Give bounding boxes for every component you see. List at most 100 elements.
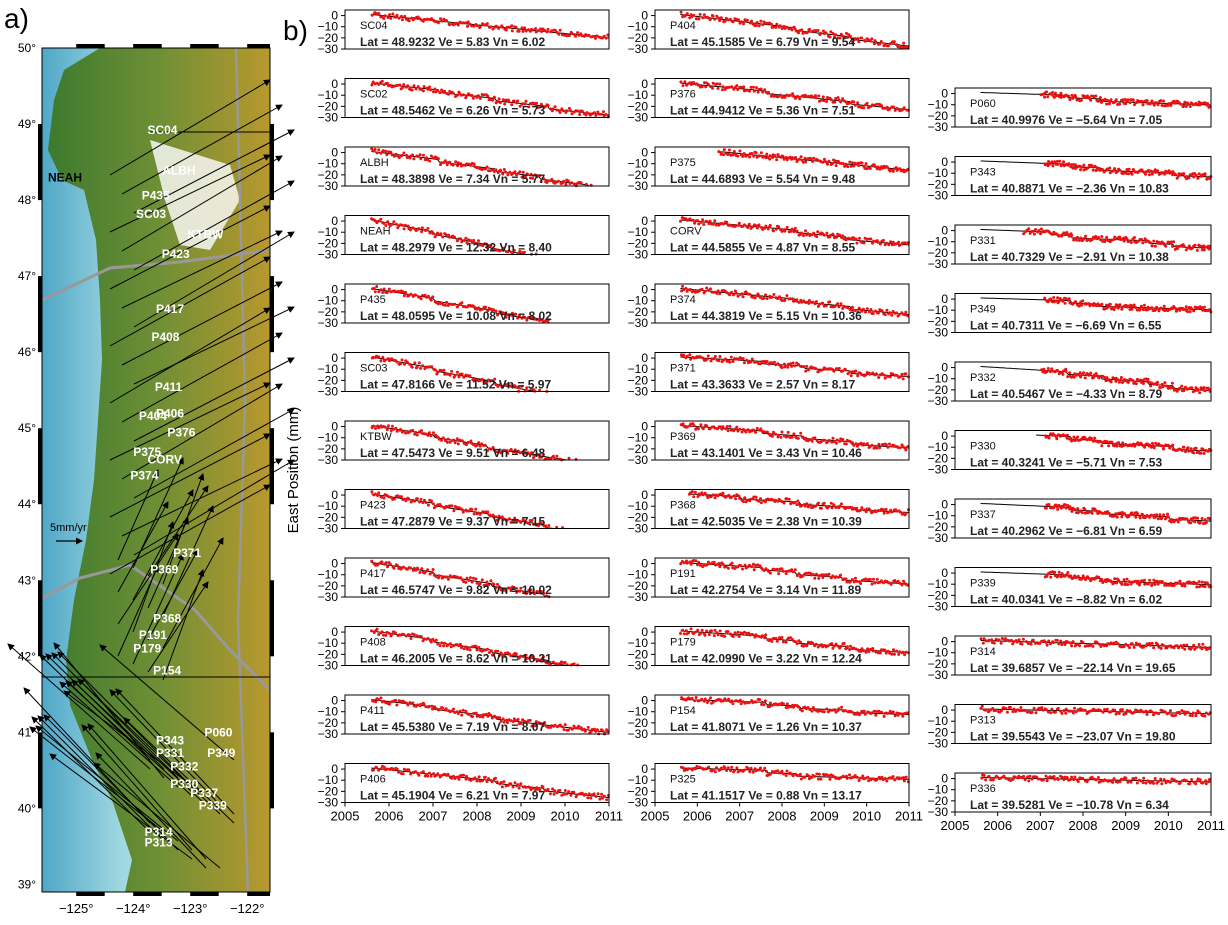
obs-point [472,24,476,28]
obs-point [417,773,421,777]
obs-point [461,510,465,514]
obs-point [511,450,515,454]
obs-point [431,568,435,571]
obs-point [1160,580,1164,583]
obs-point [1008,705,1012,709]
obs-point [531,28,535,32]
y-tick-label: −30 [318,796,339,810]
obs-point [875,577,879,581]
velocity-arrow [121,332,283,423]
obs-point [472,162,476,166]
obs-point [605,798,609,802]
obs-point [412,157,416,161]
obs-point [370,559,374,563]
obs-point [902,106,906,110]
obs-point [1202,386,1206,390]
obs-point [730,699,734,703]
obs-point [485,449,489,453]
obs-point [859,776,862,780]
obs-point [468,374,472,378]
obs-point [441,235,445,239]
site-info: Lat = 44.3819 Ve = 5.15 Vn = 10.36 [670,309,862,323]
velocity-arrow [7,643,151,770]
map-land [48,48,270,892]
obs-point [857,164,861,167]
obs-point [700,628,704,632]
obs-point [485,22,489,26]
obs-point [787,497,791,501]
velocity-arrow [147,517,189,609]
site-info: Lat = 47.5473 Ve = 9.51 Vn = 6.48 [360,446,545,460]
obs-point [478,444,482,448]
obs-point [755,23,758,27]
y-tick-label: −30 [928,120,949,134]
obs-point [399,362,403,366]
obs-point [499,168,502,172]
obs-point [579,181,583,185]
obs-point [415,497,419,501]
obs-point [783,229,787,233]
obs-point [745,498,749,502]
obs-point [721,88,724,92]
obs-point [1156,642,1159,646]
obs-point [1043,95,1046,99]
obs-point [799,431,803,435]
obs-point [528,592,532,596]
obs-point [862,106,866,110]
obs-point [1162,99,1165,103]
obs-point [1044,506,1048,510]
station-label-p154: P154 [153,664,181,678]
obs-point [804,369,808,373]
station-label-ktbw: KTBW [187,227,224,241]
obs-point [448,642,452,646]
obs-point [409,228,412,232]
obs-point [890,313,894,317]
obs-point [1199,451,1203,455]
obs-point [1114,98,1118,102]
obs-point [757,499,761,503]
obs-point [1170,518,1174,522]
obs-point [854,369,858,373]
obs-point [508,517,511,521]
obs-point [997,638,1001,642]
obs-point [830,642,834,646]
obs-point [884,443,888,447]
obs-point [500,385,504,389]
obs-point [813,774,816,778]
obs-point [395,83,399,87]
obs-point [1171,244,1174,248]
obs-point [513,170,517,174]
velocity-arrow [147,485,209,577]
obs-point [994,709,998,712]
obs-point [759,497,762,501]
obs-point [1134,382,1138,386]
obs-point [445,440,449,444]
obs-point [808,27,812,31]
obs-point [496,100,500,104]
obs-point [743,768,746,772]
site-name: P411 [360,705,385,717]
obs-point [552,454,555,458]
obs-point [821,301,825,305]
obs-point [1049,297,1053,301]
obs-point [496,385,500,388]
velocity-arrow [95,752,207,869]
obs-point [1076,435,1080,439]
obs-point [440,438,443,442]
obs-point [768,157,772,161]
obs-point [516,99,519,103]
obs-point [1004,706,1008,710]
obs-point [491,446,495,449]
obs-point [1074,300,1078,304]
obs-point [764,633,768,637]
obs-point [700,287,704,291]
obs-point [884,507,888,511]
obs-point [467,712,471,716]
obs-point [718,629,722,633]
obs-point [450,504,454,508]
obs-point [1067,94,1071,98]
